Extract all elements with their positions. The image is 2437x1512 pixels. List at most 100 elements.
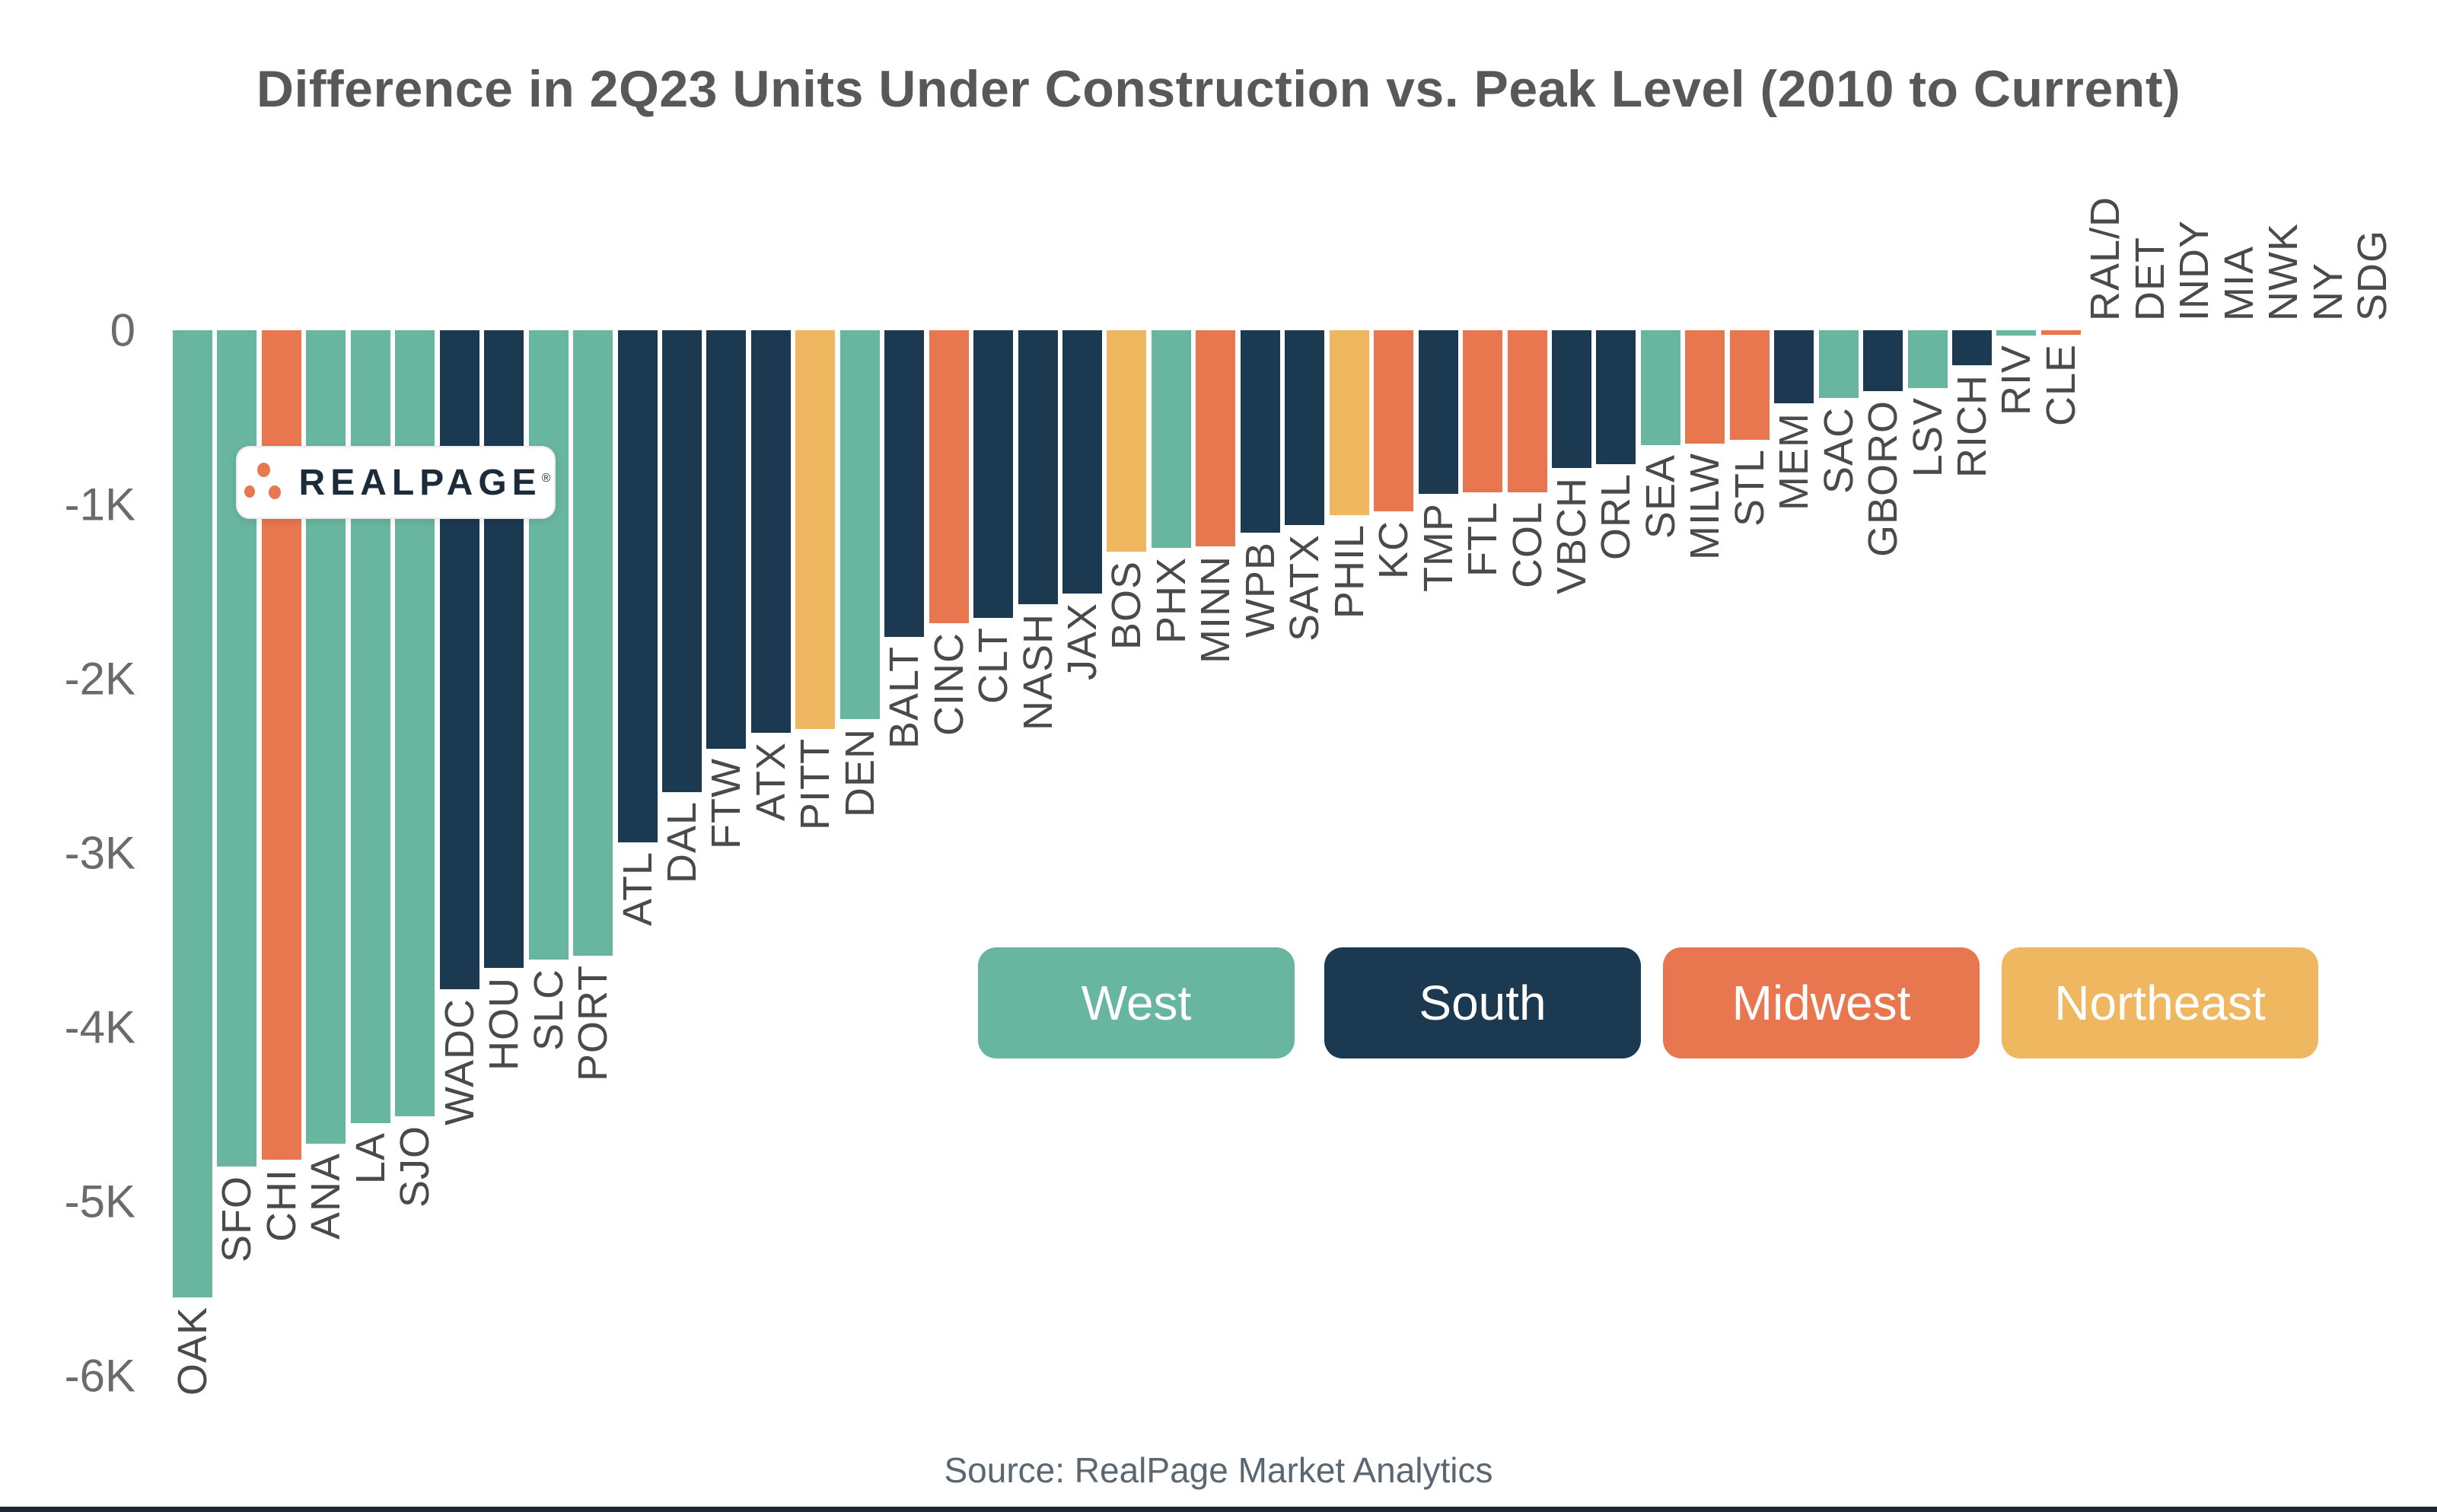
bar-label-TMP: TMP bbox=[1415, 503, 1461, 593]
bar-STL[interactable] bbox=[1729, 330, 1770, 441]
bar-VBCH[interactable] bbox=[1551, 330, 1591, 468]
bar-MILW[interactable] bbox=[1685, 330, 1725, 444]
bar-label-LA: LA bbox=[347, 1132, 393, 1184]
bar-SAC[interactable] bbox=[1818, 330, 1859, 399]
bar-label-CLT: CLT bbox=[970, 626, 1017, 704]
bar-SEA[interactable] bbox=[1640, 330, 1680, 446]
bar-FTW[interactable] bbox=[706, 330, 747, 749]
bar-label-SAC: SAC bbox=[1815, 407, 1862, 495]
realpage-logo: REALPAGE® bbox=[236, 446, 556, 519]
bar-label-CLE: CLE bbox=[2037, 343, 2084, 426]
bar-PORT[interactable] bbox=[573, 330, 613, 957]
bar-label-RAL/D: RAL/D bbox=[2082, 196, 2129, 321]
y-tick--4K: -4K bbox=[64, 1001, 135, 1053]
bar-ATX[interactable] bbox=[750, 330, 791, 733]
bar-NASH[interactable] bbox=[1018, 330, 1058, 604]
bar-label-COL: COL bbox=[1504, 501, 1550, 589]
bar-label-ANA: ANA bbox=[303, 1153, 349, 1240]
bar-BALT[interactable] bbox=[884, 330, 925, 638]
bar-label-CINC: CINC bbox=[925, 632, 972, 736]
legend-pill-south: South bbox=[1324, 947, 1641, 1058]
y-tick-0: 0 bbox=[110, 304, 135, 356]
bar-label-GBORO: GBORO bbox=[1860, 400, 1907, 558]
bar-SLC[interactable] bbox=[528, 330, 569, 960]
bar-MINN[interactable] bbox=[1196, 330, 1236, 546]
bar-label-ATX: ATX bbox=[747, 741, 794, 821]
bar-WPB[interactable] bbox=[1240, 330, 1280, 533]
bar-RICH[interactable] bbox=[1952, 330, 1992, 365]
legend-pill-northeast: Northeast bbox=[2002, 947, 2318, 1058]
bar-label-FTL: FTL bbox=[1460, 501, 1506, 577]
bar-WADC[interactable] bbox=[439, 330, 479, 989]
realpage-dots-icon bbox=[241, 461, 285, 504]
bar-label-KC: KC bbox=[1371, 520, 1417, 580]
y-tick--5K: -5K bbox=[64, 1176, 135, 1227]
bar-label-PHX: PHX bbox=[1148, 557, 1194, 645]
bar-label-RIV: RIV bbox=[1993, 344, 2040, 415]
bar-DEN[interactable] bbox=[839, 330, 880, 719]
bar-FTL[interactable] bbox=[1463, 330, 1503, 492]
legend-pill-midwest: Midwest bbox=[1663, 947, 1980, 1058]
y-tick--2K: -2K bbox=[64, 653, 135, 705]
bar-label-BOS: BOS bbox=[1104, 560, 1150, 650]
bar-OAK[interactable] bbox=[173, 330, 212, 1297]
legend-label: South bbox=[1419, 976, 1547, 1030]
bar-label-SEA: SEA bbox=[1637, 454, 1684, 540]
chart-title: Difference in 2Q23 Units Under Construct… bbox=[256, 60, 2181, 118]
bar-LSV[interactable] bbox=[1907, 330, 1948, 388]
bar-label-LSV: LSV bbox=[1904, 396, 1951, 477]
bar-label-HOU: HOU bbox=[481, 977, 527, 1071]
bar-COL[interactable] bbox=[1507, 330, 1547, 492]
realpage-logo-text: REALPAGE® bbox=[298, 462, 551, 503]
bar-PITT[interactable] bbox=[795, 330, 836, 730]
legend-label: Northeast bbox=[2054, 976, 2266, 1030]
bar-label-MINN: MINN bbox=[1193, 555, 1239, 664]
bar-ATL[interactable] bbox=[617, 330, 658, 843]
bar-SATX[interactable] bbox=[1285, 330, 1325, 526]
bar-CINC[interactable] bbox=[929, 330, 969, 623]
bar-ORL[interactable] bbox=[1596, 330, 1636, 465]
bar-BOS[interactable] bbox=[1107, 330, 1147, 552]
bar-CLE[interactable] bbox=[2040, 330, 2081, 335]
bar-CLT[interactable] bbox=[973, 330, 1014, 618]
bar-label-DAL: DAL bbox=[658, 801, 705, 883]
bar-MEM[interactable] bbox=[1774, 330, 1814, 404]
bar-label-DEN: DEN bbox=[836, 727, 883, 817]
bar-label-WPB: WPB bbox=[1237, 541, 1283, 638]
bar-KC[interactable] bbox=[1374, 330, 1414, 512]
bar-label-VBCH: VBCH bbox=[1548, 476, 1594, 594]
bar-label-WADC: WADC bbox=[436, 998, 483, 1125]
bar-label-SLC: SLC bbox=[525, 968, 572, 1051]
bar-HOU[interactable] bbox=[484, 330, 524, 969]
bar-label-NWK: NWK bbox=[2260, 223, 2307, 321]
bar-label-DET: DET bbox=[2126, 237, 2173, 321]
bar-label-PORT: PORT bbox=[570, 965, 616, 1082]
bar-label-SATX: SATX bbox=[1282, 534, 1328, 642]
bar-PHIL[interactable] bbox=[1329, 330, 1369, 515]
bar-label-SJO: SJO bbox=[392, 1125, 438, 1208]
bar-label-ORL: ORL bbox=[1593, 473, 1639, 561]
legend-label: Midwest bbox=[1731, 976, 1911, 1030]
bar-JAX[interactable] bbox=[1062, 330, 1102, 594]
bar-label-STL: STL bbox=[1726, 449, 1773, 527]
legend-label: West bbox=[1081, 976, 1192, 1030]
bar-label-NASH: NASH bbox=[1015, 613, 1061, 731]
bar-label-MEM: MEM bbox=[1771, 412, 1817, 511]
bar-label-PITT: PITT bbox=[792, 738, 839, 831]
bar-label-RICH: RICH bbox=[1949, 374, 1995, 478]
bar-label-BALT: BALT bbox=[881, 646, 928, 750]
bar-GBORO[interactable] bbox=[1863, 330, 1903, 392]
bar-DAL[interactable] bbox=[661, 330, 702, 792]
bar-label-SDG: SDG bbox=[2349, 229, 2396, 321]
bar-label-JAX: JAX bbox=[1059, 602, 1105, 680]
bottom-border-line bbox=[0, 1507, 2437, 1512]
y-tick--1K: -1K bbox=[64, 479, 135, 530]
bar-TMP[interactable] bbox=[1418, 330, 1458, 495]
bar-PHX[interactable] bbox=[1151, 330, 1191, 549]
source-attribution: Source: RealPage Market Analytics bbox=[944, 1450, 1493, 1490]
bar-label-OAK: OAK bbox=[170, 1306, 215, 1396]
bar-label-FTW: FTW bbox=[703, 757, 750, 849]
y-tick--6K: -6K bbox=[64, 1350, 135, 1402]
bar-RIV[interactable] bbox=[1996, 330, 2037, 336]
